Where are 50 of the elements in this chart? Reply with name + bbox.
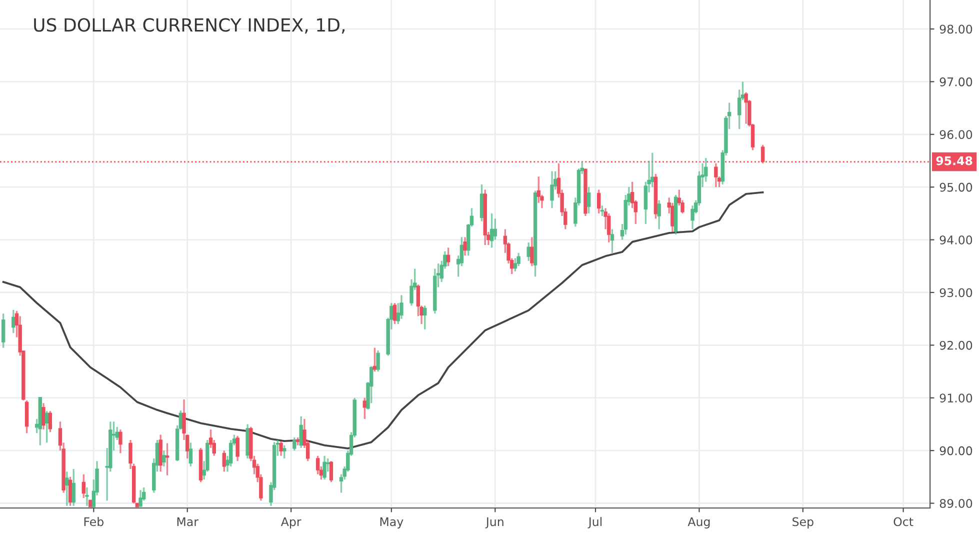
candlestick [279,440,283,457]
candlestick [526,242,530,262]
candlestick [376,350,380,372]
candlestick [530,236,534,267]
y-tick-label: 92.00 [940,340,972,350]
candlestick [744,91,748,125]
text: US DOLLAR CURRENCY INDEX, 1D, [34,18,344,34]
candlestick [228,439,233,468]
candlestick [446,246,450,267]
candlestick [392,302,397,325]
candlestick [322,454,326,480]
candlestick [550,170,554,209]
x-tick-label: Oct [894,517,914,526]
candlestick [423,304,427,330]
x-tick-label: Jun [485,517,504,528]
candlestick [513,257,518,272]
y-tick-label: 91.00 [940,394,972,403]
x-tick-label: Feb [84,517,104,526]
candlestick [536,176,540,204]
candlestick [316,454,320,476]
y-tick-label: 89.00 [940,498,972,508]
y-tick-label: 93.00 [940,288,972,298]
candlestick [236,434,240,462]
ref-line-label: 95.48 [936,156,972,166]
candlestick [299,415,303,449]
y-tick-label: 90.00 [940,446,972,456]
y-tick-label: 94.00 [940,235,972,244]
candlestick [704,157,708,183]
x-tick-label: May [380,517,404,528]
candlestick [610,228,614,254]
x-tick-label: Mar [177,517,198,526]
y-tick-label: 98.00 [940,24,972,34]
candlestick [292,436,296,452]
candlestick [657,199,661,230]
x-tick-label: Apr [280,517,302,528]
candlestick [490,212,494,249]
candlestick [400,294,404,320]
x-tick-label: Sep [792,517,814,528]
candlestick [329,460,334,484]
candlestick [282,444,286,460]
candlestick [463,236,467,256]
y-tick-label: 97.00 [940,77,972,86]
y-tick-label: 95.00 [940,182,972,192]
candlestick [596,188,601,214]
candlestick [188,442,193,468]
candlestick [493,218,497,241]
x-tick-label: Jul [588,517,602,528]
x-tick-label: Aug [688,517,710,528]
y-tick-label: 96.00 [940,130,972,140]
candlestick [586,186,591,214]
